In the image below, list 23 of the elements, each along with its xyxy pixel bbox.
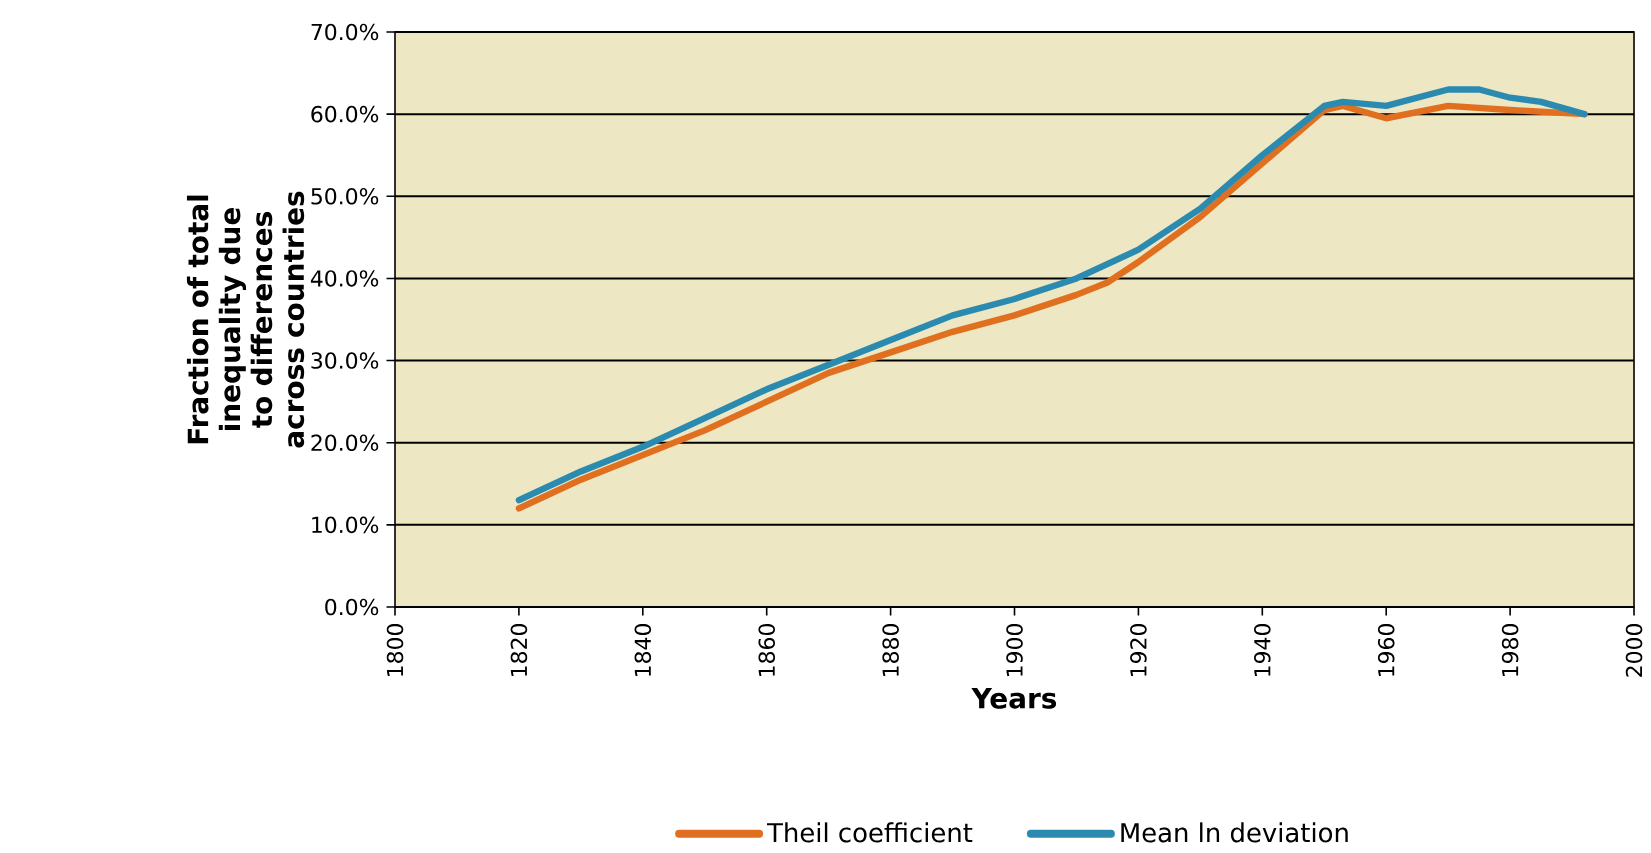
y-axis-title: Fraction of total inequality due to differences across countries (186, 191, 305, 448)
x-tick-label: 1800 (386, 624, 404, 676)
y-tick-label: 50.0% (311, 188, 379, 205)
y-tick-label: 40.0% (310, 270, 379, 287)
x-tick-label: 1820 (510, 624, 528, 676)
x-tick-label: 1900 (1006, 624, 1023, 676)
y-tick-label: 20.0% (311, 434, 379, 451)
x-tick-label: 1880 (882, 624, 899, 676)
y-tick-label: 60.0% (311, 105, 379, 123)
y-tick-label: 70.0% (311, 23, 379, 41)
y-tick-label: 30.0% (311, 352, 379, 369)
y-tick-label: 0.0% (325, 598, 379, 616)
legend-label: Mean ln deviation (1121, 822, 1348, 843)
x-tick-label: 1860 (758, 624, 775, 676)
x-tick-label: 1940 (1254, 624, 1271, 676)
x-tick-label: 1920 (1130, 624, 1147, 676)
x-tick-label: 1980 (1501, 624, 1519, 676)
x-tick-label: 2000 (1625, 624, 1643, 677)
y-tick-label: 10.0% (312, 516, 379, 534)
x-tick-label: 1960 (1377, 624, 1395, 676)
legend-label: Theil coefficient (767, 822, 973, 843)
x-tick-label: 1840 (634, 624, 652, 676)
x-axis-title: Years (971, 687, 1057, 709)
